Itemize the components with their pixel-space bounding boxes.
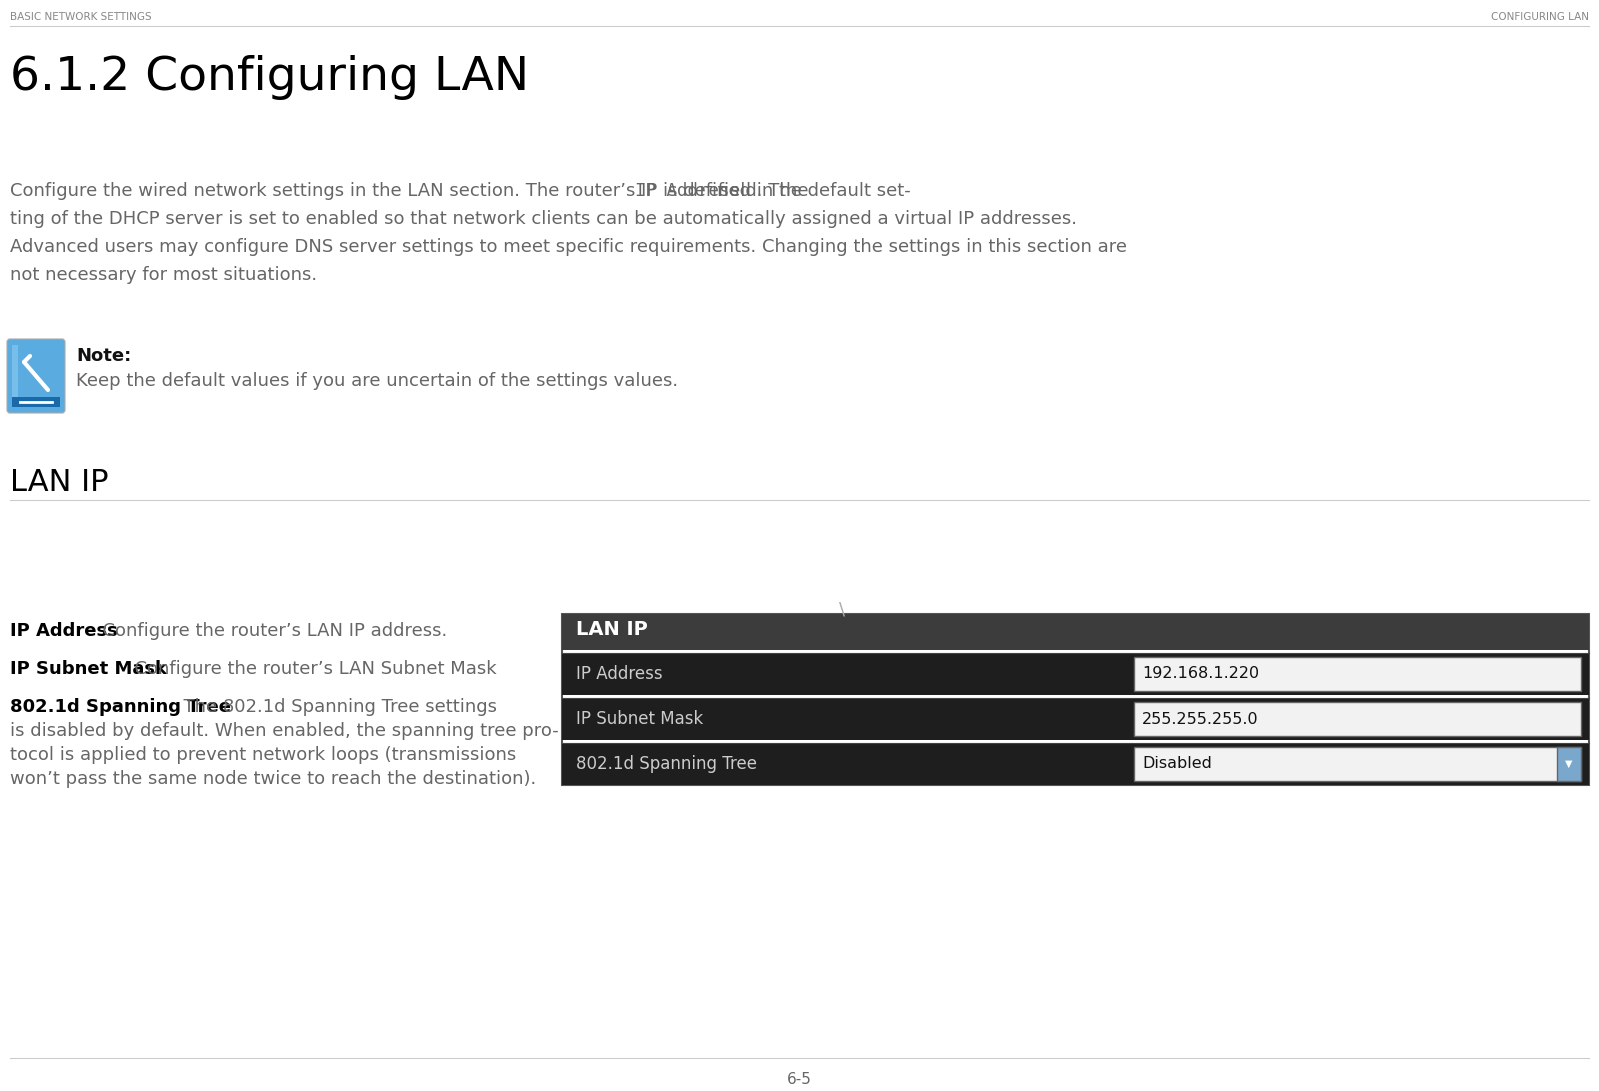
Bar <box>13 397 61 407</box>
Bar <box>1126 743 1589 786</box>
Text: field. The default set-: field. The default set- <box>712 182 910 200</box>
Text: IP Address: IP Address <box>10 622 118 640</box>
Text: The 802.1d Spanning Tree settings: The 802.1d Spanning Tree settings <box>173 698 497 716</box>
Text: 802.1d Spanning Tree: 802.1d Spanning Tree <box>10 698 230 716</box>
Text: IP Address: IP Address <box>635 182 740 200</box>
Text: IP Subnet Mask: IP Subnet Mask <box>576 710 704 728</box>
Text: won’t pass the same node twice to reach the destination).: won’t pass the same node twice to reach … <box>10 770 536 788</box>
Bar <box>561 743 1126 786</box>
Text: 255.255.255.0: 255.255.255.0 <box>1142 711 1258 727</box>
Text: ▼: ▼ <box>1565 759 1573 769</box>
Bar <box>1557 747 1581 781</box>
Text: Keep the default values if you are uncertain of the settings values.: Keep the default values if you are uncer… <box>77 372 678 389</box>
Text: Configure the router’s LAN Subnet Mask: Configure the router’s LAN Subnet Mask <box>123 660 497 678</box>
Bar <box>1134 747 1581 781</box>
Bar <box>1126 698 1589 740</box>
Bar <box>561 654 1126 695</box>
Text: LAN IP: LAN IP <box>10 468 109 497</box>
Text: 6-5: 6-5 <box>787 1072 811 1087</box>
Bar <box>561 614 1589 650</box>
Text: Note:: Note: <box>77 347 131 365</box>
Text: LAN IP: LAN IP <box>576 620 648 639</box>
Text: ting of the DHCP server is set to enabled so that network clients can be automat: ting of the DHCP server is set to enable… <box>10 209 1078 228</box>
Text: is disabled by default. When enabled, the spanning tree pro-: is disabled by default. When enabled, th… <box>10 722 558 740</box>
Text: 192.168.1.220: 192.168.1.220 <box>1142 667 1258 682</box>
Text: IP Address: IP Address <box>576 666 662 683</box>
Bar <box>1126 654 1589 695</box>
Text: not necessary for most situations.: not necessary for most situations. <box>10 266 317 284</box>
Text: BASIC NETWORK SETTINGS: BASIC NETWORK SETTINGS <box>10 12 152 22</box>
Text: Configure the router’s LAN IP address.: Configure the router’s LAN IP address. <box>91 622 448 640</box>
Bar <box>1134 657 1581 691</box>
Text: Advanced users may configure DNS server settings to meet specific requirements. : Advanced users may configure DNS server … <box>10 238 1127 256</box>
Bar <box>1134 702 1581 736</box>
FancyBboxPatch shape <box>6 339 66 413</box>
Text: Configure the wired network settings in the LAN section. The router’s IP is defi: Configure the wired network settings in … <box>10 182 814 200</box>
Text: \: \ <box>839 600 846 618</box>
Bar <box>13 345 18 407</box>
Text: Disabled: Disabled <box>1142 756 1212 771</box>
Text: tocol is applied to prevent network loops (transmissions: tocol is applied to prevent network loop… <box>10 746 516 764</box>
Text: IP Subnet Mask: IP Subnet Mask <box>10 660 166 678</box>
Text: CONFIGURING LAN: CONFIGURING LAN <box>1490 12 1589 22</box>
Bar <box>561 614 1589 786</box>
Text: 802.1d Spanning Tree: 802.1d Spanning Tree <box>576 755 756 774</box>
Bar <box>561 698 1126 740</box>
Text: 6.1.2 Configuring LAN: 6.1.2 Configuring LAN <box>10 55 529 100</box>
